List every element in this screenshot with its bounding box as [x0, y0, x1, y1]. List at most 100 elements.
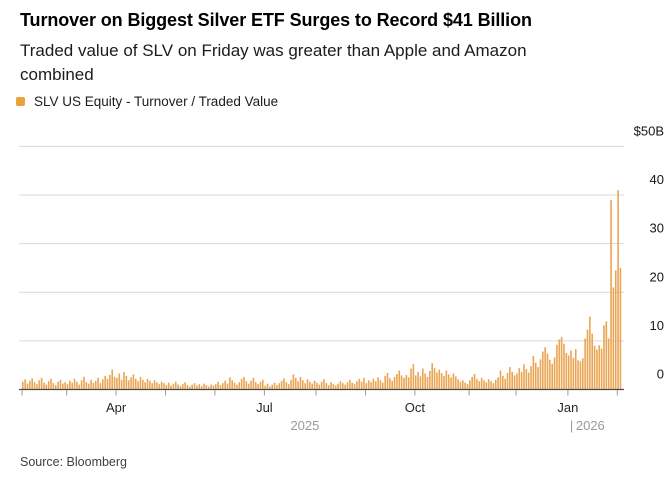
- bar: [153, 380, 156, 390]
- x-axis-label-oct: Oct: [405, 400, 426, 415]
- bar: [542, 351, 544, 390]
- bar: [240, 378, 243, 390]
- bar: [217, 381, 219, 390]
- bar: [558, 339, 561, 390]
- bar: [47, 381, 50, 390]
- bar: [342, 383, 344, 390]
- y-axis-label-30: 30: [650, 221, 664, 236]
- bar: [266, 383, 269, 390]
- bar: [229, 377, 231, 390]
- bar: [66, 384, 69, 390]
- bar: [586, 329, 589, 390]
- bar: [137, 381, 139, 390]
- bar: [438, 369, 441, 390]
- y-axis-label-10: 10: [650, 318, 664, 333]
- bar: [323, 379, 325, 390]
- bar: [127, 380, 130, 390]
- bar: [596, 349, 598, 390]
- bar: [87, 383, 90, 390]
- bar: [212, 385, 215, 390]
- bar: [130, 377, 132, 390]
- bar: [426, 376, 429, 390]
- bar: [429, 371, 431, 390]
- bar: [264, 385, 266, 390]
- x-axis-label-jul: Jul: [256, 400, 273, 415]
- bar: [410, 368, 412, 390]
- bar: [193, 383, 196, 390]
- bar: [304, 383, 306, 390]
- bar: [377, 377, 379, 390]
- bar: [619, 267, 622, 390]
- bar: [102, 379, 104, 390]
- bar: [330, 382, 332, 390]
- bar: [76, 381, 78, 390]
- bar: [447, 374, 450, 390]
- bar: [497, 377, 499, 390]
- bar: [398, 370, 401, 390]
- bar: [577, 360, 579, 390]
- bar: [393, 376, 396, 390]
- bar: [469, 380, 471, 390]
- bar: [134, 378, 137, 390]
- bar: [502, 375, 504, 390]
- bar: [356, 381, 358, 390]
- y-axis-label-20: 20: [650, 269, 664, 284]
- bar: [499, 370, 502, 390]
- bar: [422, 368, 424, 390]
- bar: [29, 380, 31, 390]
- bar: [560, 336, 563, 390]
- bar: [59, 379, 62, 390]
- bar: [170, 385, 172, 390]
- bar: [389, 378, 391, 390]
- bar: [372, 378, 375, 390]
- bar: [262, 379, 264, 390]
- bar: [478, 381, 481, 390]
- bar: [391, 380, 394, 390]
- bar: [605, 321, 608, 390]
- bar: [165, 385, 168, 390]
- bar: [287, 384, 290, 390]
- bar: [243, 376, 245, 390]
- x-axis-label-apr: Apr: [106, 400, 127, 415]
- bar: [250, 380, 252, 390]
- bar: [78, 384, 81, 390]
- chart-subtitle: Traded value of SLV on Friday was greate…: [20, 41, 527, 84]
- bar: [163, 383, 165, 390]
- x-axis-label-jan: Jan: [557, 400, 578, 415]
- bar: [466, 384, 469, 390]
- bar: [311, 383, 314, 390]
- bar: [483, 380, 485, 390]
- legend-label: SLV US Equity - Turnover / Traded Value: [34, 94, 279, 109]
- bar: [92, 382, 95, 390]
- bar: [370, 382, 372, 390]
- bar: [142, 379, 144, 390]
- bar: [346, 382, 349, 390]
- bar: [90, 379, 92, 390]
- bar: [184, 382, 186, 390]
- bar: [146, 378, 149, 390]
- bar: [379, 380, 382, 390]
- bar: [332, 384, 335, 390]
- bar: [445, 370, 448, 390]
- bar: [64, 382, 66, 390]
- bar: [57, 381, 59, 390]
- bar: [285, 382, 288, 390]
- bar: [299, 376, 302, 390]
- bar: [327, 385, 330, 390]
- bar: [551, 363, 554, 390]
- bar: [222, 383, 224, 390]
- bar: [233, 382, 236, 390]
- bar: [530, 366, 532, 390]
- bar: [278, 383, 281, 390]
- bar: [144, 382, 146, 390]
- bar: [462, 380, 464, 390]
- bar: [539, 359, 542, 390]
- bar: [417, 372, 419, 390]
- bar: [99, 383, 102, 390]
- bar: [316, 382, 318, 390]
- bar: [290, 379, 292, 390]
- bar: [457, 379, 459, 390]
- bar: [443, 375, 445, 390]
- bar: [534, 362, 537, 390]
- bar: [509, 367, 511, 390]
